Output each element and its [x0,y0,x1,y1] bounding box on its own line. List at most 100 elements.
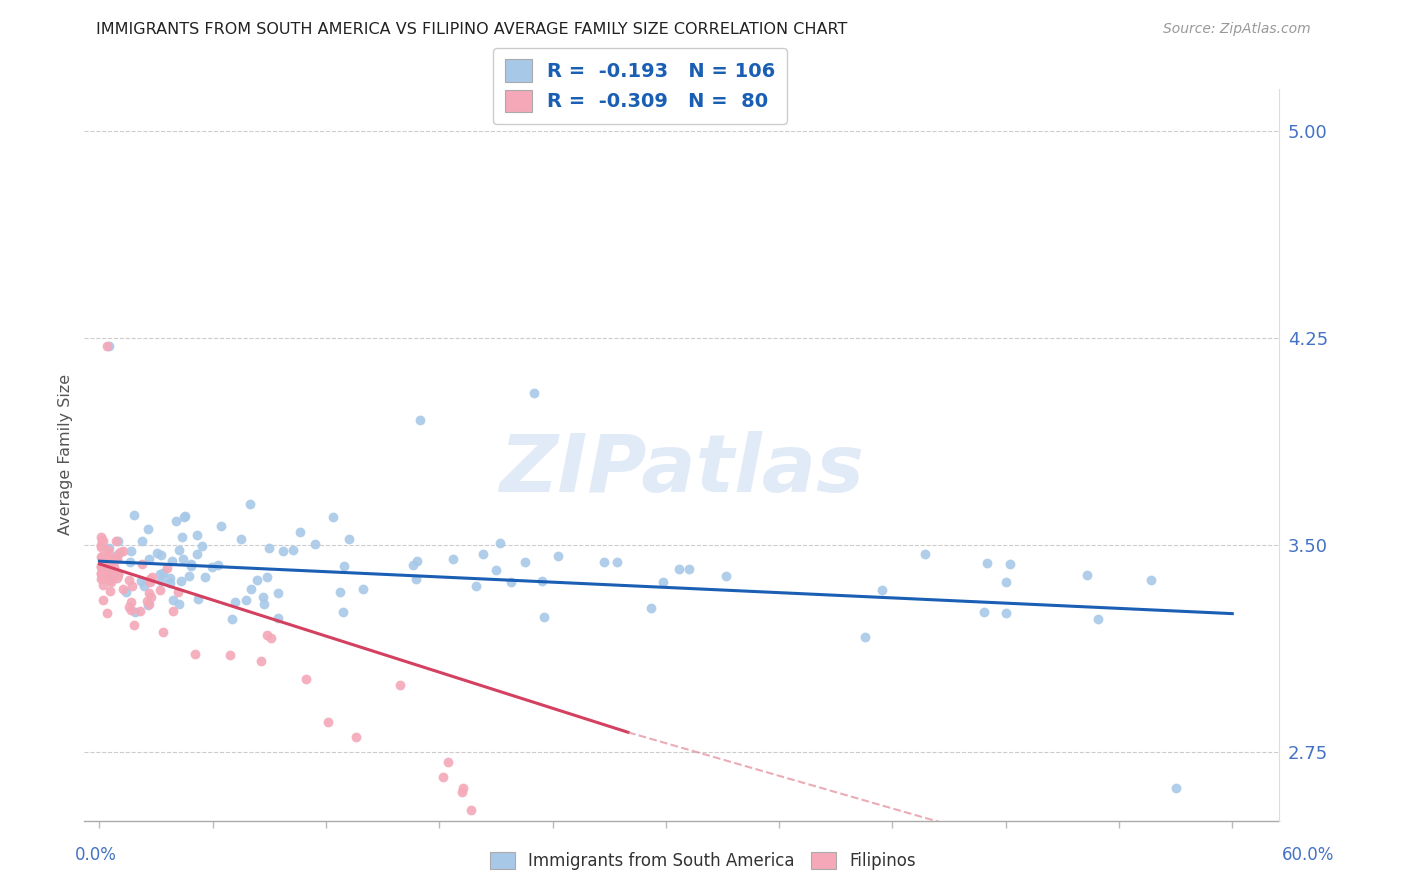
Point [668,562,690,576]
Point [107,547,129,561]
Point [1087,612,1109,626]
Point [184,647,207,661]
Point [156,560,179,574]
Point [678,562,700,576]
Text: Source: ZipAtlas.com: Source: ZipAtlas.com [1163,22,1310,37]
Point [256,569,278,583]
Point [260,631,283,645]
Point [523,385,546,400]
Point [177,569,200,583]
Point [138,552,160,566]
Point [295,672,318,686]
Point [246,574,269,588]
Point [120,602,142,616]
Point [131,533,153,548]
Point [118,555,141,569]
Point [100,574,122,589]
Point [162,604,184,618]
Point [267,610,290,624]
Point [118,600,141,615]
Point [134,580,156,594]
Point [103,560,125,574]
Point [90,558,112,572]
Point [90,559,112,574]
Text: ZIPatlas: ZIPatlas [499,431,865,508]
Point [122,618,145,632]
Point [441,552,464,566]
Point [224,595,246,609]
Point [135,594,157,608]
Point [998,557,1021,571]
Point [229,532,252,546]
Point [93,577,115,591]
Point [513,555,536,569]
Point [259,541,281,556]
Point [105,549,128,564]
Point [139,574,162,589]
Point [1140,573,1163,587]
Point [253,597,276,611]
Point [98,584,121,599]
Point [329,585,352,599]
Point [131,557,153,571]
Point [149,549,172,563]
Point [159,576,181,591]
Point [97,567,120,582]
Point [406,554,429,568]
Point [136,598,159,612]
Point [322,510,344,524]
Point [141,570,163,584]
Point [209,518,232,533]
Point [138,586,160,600]
Point [499,574,522,589]
Point [219,648,242,662]
Point [136,523,159,537]
Point [973,605,995,619]
Point [464,580,486,594]
Point [436,755,458,769]
Point [162,593,184,607]
Point [271,544,294,558]
Point [652,574,675,589]
Point [93,567,115,582]
Point [107,533,129,548]
Point [98,557,121,571]
Point [170,530,193,544]
Point [389,677,412,691]
Point [193,570,215,584]
Point [122,508,145,522]
Point [114,584,136,599]
Point [288,524,311,539]
Point [129,603,152,617]
Point [97,564,120,578]
Point [186,547,208,561]
Point [855,630,877,644]
Point [105,552,128,566]
Point [409,413,432,427]
Text: 60.0%: 60.0% [1281,846,1334,863]
Point [170,574,193,588]
Point [174,508,197,523]
Point [98,573,121,587]
Point [90,566,112,581]
Point [352,582,374,596]
Point [165,515,187,529]
Point [640,601,662,615]
Point [207,558,229,572]
Point [485,563,508,577]
Point [344,731,367,745]
Point [90,530,112,544]
Point [97,547,120,561]
Point [167,543,190,558]
Point [118,573,141,587]
Point [120,544,142,558]
Point [105,570,128,584]
Point [121,579,143,593]
Point [96,339,118,353]
Point [316,714,339,729]
Point [221,612,243,626]
Point [91,534,114,549]
Point [111,582,134,596]
Point [97,543,120,558]
Point [489,536,512,550]
